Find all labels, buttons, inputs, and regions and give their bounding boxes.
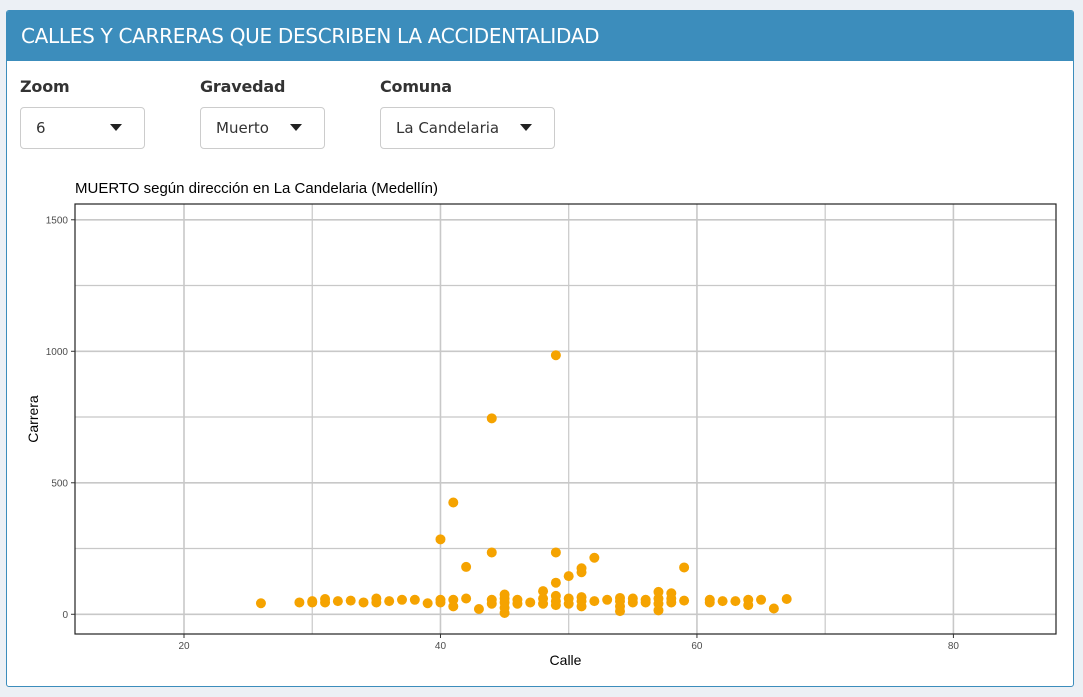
data-point	[448, 497, 459, 508]
data-point	[704, 594, 715, 605]
data-point	[550, 590, 561, 601]
x-tick-label: 40	[435, 641, 447, 652]
data-point	[538, 586, 549, 597]
data-point	[397, 594, 407, 605]
data-point	[653, 586, 664, 597]
data-point	[422, 598, 433, 609]
data-point	[486, 413, 497, 424]
data-point	[550, 577, 561, 588]
data-point	[589, 596, 600, 607]
y-axis-label: Carrera	[25, 395, 41, 443]
data-point	[589, 552, 600, 563]
data-point	[461, 561, 472, 572]
data-point	[756, 594, 767, 605]
chevron-down-icon	[290, 124, 302, 131]
gravedad-select[interactable]: Muerto	[200, 107, 325, 149]
data-point	[332, 596, 343, 607]
chevron-down-icon	[520, 124, 532, 131]
chevron-down-icon	[110, 124, 122, 131]
data-point	[358, 597, 369, 608]
data-point	[640, 594, 651, 605]
y-tick-label: 500	[51, 478, 68, 489]
data-point	[486, 594, 497, 605]
plot-border	[74, 203, 1057, 635]
data-point	[435, 594, 446, 605]
zoom-select[interactable]: 6	[20, 107, 145, 149]
data-point	[666, 588, 677, 599]
zoom-label: Zoom	[20, 77, 70, 96]
data-point	[538, 593, 549, 604]
data-point	[499, 589, 510, 600]
data-point	[448, 594, 459, 605]
data-point	[320, 594, 331, 605]
comuna-label: Comuna	[380, 77, 452, 96]
page-title: CALLES Y CARRERAS QUE DESCRIBEN LA ACCID…	[21, 24, 600, 48]
data-point	[768, 603, 779, 614]
data-point	[781, 594, 792, 605]
data-point	[435, 534, 446, 545]
data-point	[627, 593, 638, 604]
zoom-value: 6	[36, 119, 46, 137]
data-point	[563, 593, 574, 604]
data-point	[473, 604, 484, 615]
data-point	[602, 594, 613, 605]
data-point	[461, 593, 472, 604]
x-tick-label: 80	[948, 641, 960, 652]
data-point	[525, 597, 536, 608]
comuna-filter: Comuna La Candelaria	[380, 77, 555, 149]
gravedad-label: Gravedad	[200, 77, 286, 96]
data-point	[576, 592, 587, 603]
data-point	[384, 596, 395, 607]
gravedad-filter: Gravedad Muerto	[200, 77, 325, 149]
y-tick-label: 0	[62, 610, 68, 621]
data-point	[679, 595, 690, 606]
data-point	[307, 596, 318, 607]
y-tick-label: 1500	[46, 215, 69, 226]
data-point	[512, 594, 523, 605]
data-point	[294, 597, 305, 608]
box-header: CALLES Y CARRERAS QUE DESCRIBEN LA ACCID…	[7, 11, 1073, 61]
data-point	[615, 592, 625, 603]
data-point	[371, 593, 382, 604]
chart-container: MUERTO según dirección en La Candelaria …	[7, 171, 1073, 686]
data-point	[730, 596, 741, 607]
gravedad-value: Muerto	[216, 119, 269, 137]
x-tick-label: 20	[178, 641, 190, 652]
data-point	[409, 594, 420, 605]
data-point	[345, 595, 356, 606]
zoom-filter: Zoom 6	[20, 77, 145, 149]
scatter-chart: MUERTO según dirección en La Candelaria …	[25, 180, 1057, 668]
data-point	[563, 571, 574, 582]
data-point	[576, 563, 587, 574]
comuna-value: La Candelaria	[396, 119, 500, 137]
chart-title: MUERTO según dirección en La Candelaria …	[75, 180, 438, 197]
data-point	[255, 598, 266, 609]
y-tick-label: 1000	[46, 347, 69, 358]
x-axis-label: Calle	[550, 652, 582, 668]
comuna-select[interactable]: La Candelaria	[380, 107, 555, 149]
data-point	[743, 594, 754, 605]
data-point	[550, 547, 561, 558]
data-point	[717, 596, 728, 607]
x-tick-label: 60	[691, 641, 703, 652]
data-point	[679, 562, 690, 573]
data-point	[486, 547, 497, 558]
content-box: CALLES Y CARRERAS QUE DESCRIBEN LA ACCID…	[6, 10, 1074, 687]
data-point	[550, 350, 561, 361]
